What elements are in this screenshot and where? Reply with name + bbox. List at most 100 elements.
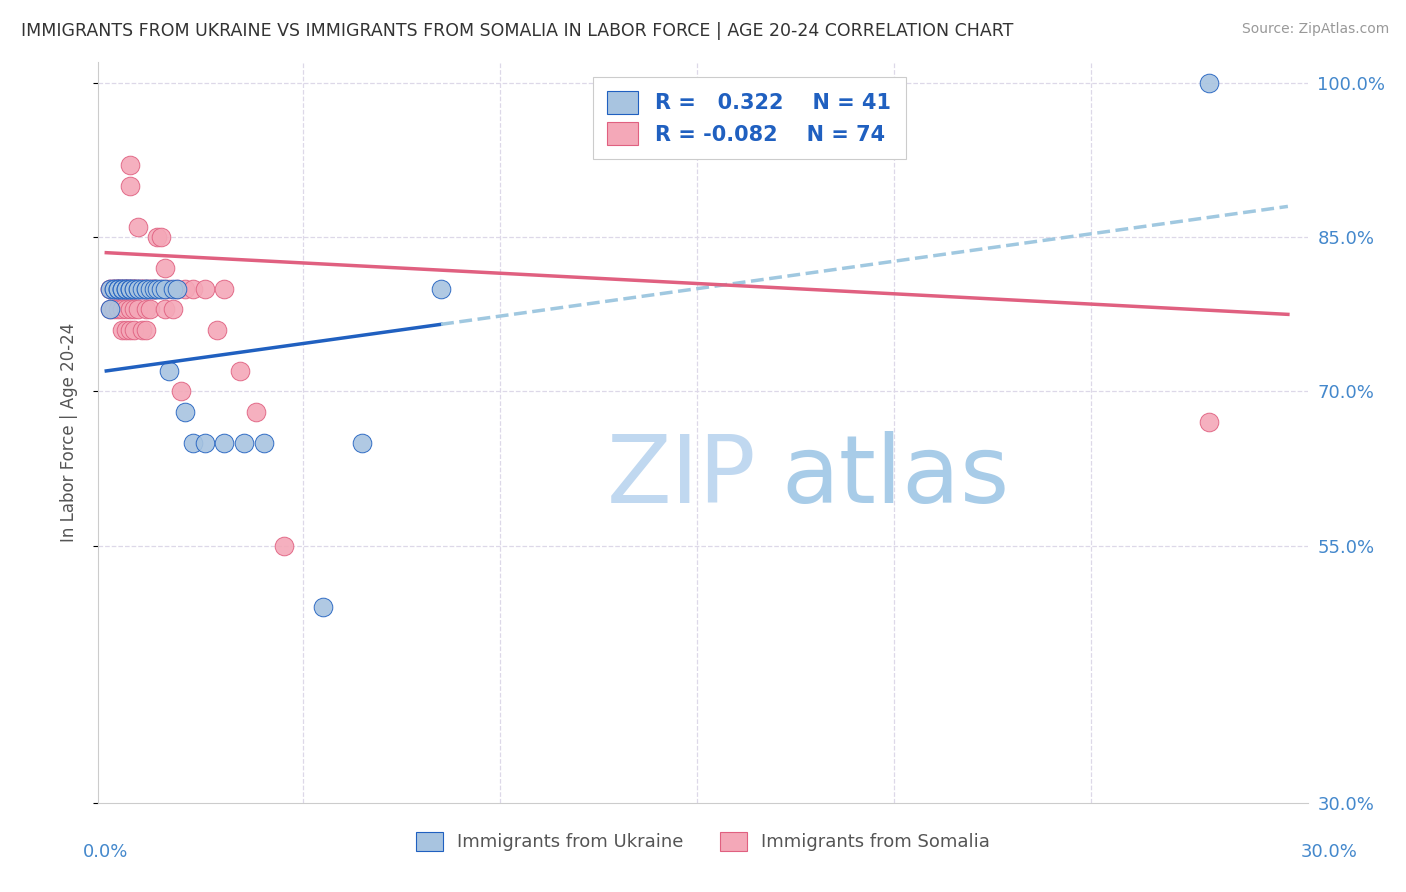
Point xyxy=(111,282,134,296)
Point xyxy=(107,282,129,296)
Point xyxy=(142,282,165,296)
Text: Source: ZipAtlas.com: Source: ZipAtlas.com xyxy=(1241,22,1389,37)
Point xyxy=(122,282,145,296)
Point xyxy=(103,282,125,296)
Point xyxy=(138,302,160,317)
Point xyxy=(150,282,173,296)
Text: 30.0%: 30.0% xyxy=(1301,843,1357,861)
Point xyxy=(122,282,145,296)
Point xyxy=(127,282,149,296)
Point xyxy=(103,282,125,296)
Point xyxy=(127,282,149,296)
Point xyxy=(122,282,145,296)
Point xyxy=(118,282,141,296)
Point xyxy=(111,323,134,337)
Point xyxy=(138,282,160,296)
Point xyxy=(107,282,129,296)
Point xyxy=(118,282,141,296)
Point xyxy=(107,282,129,296)
Point xyxy=(103,282,125,296)
Point xyxy=(127,282,149,296)
Y-axis label: In Labor Force | Age 20-24: In Labor Force | Age 20-24 xyxy=(59,323,77,542)
Point xyxy=(118,302,141,317)
Text: ZIP: ZIP xyxy=(606,431,756,523)
Point xyxy=(98,302,121,317)
Point xyxy=(135,282,157,296)
Point xyxy=(245,405,267,419)
Point xyxy=(107,282,129,296)
Legend: Immigrants from Ukraine, Immigrants from Somalia: Immigrants from Ukraine, Immigrants from… xyxy=(406,823,1000,861)
Point xyxy=(135,302,157,317)
Point xyxy=(122,323,145,337)
Point xyxy=(170,384,193,399)
Point xyxy=(98,282,121,296)
Point xyxy=(194,282,217,296)
Point xyxy=(1198,76,1220,90)
Point xyxy=(430,282,453,296)
Point xyxy=(131,282,153,296)
Point xyxy=(115,302,138,317)
Point xyxy=(118,282,141,296)
Point xyxy=(138,282,160,296)
Point xyxy=(157,364,180,378)
Point xyxy=(174,282,197,296)
Point xyxy=(312,600,335,615)
Point xyxy=(115,282,138,296)
Point xyxy=(111,282,134,296)
Point xyxy=(118,282,141,296)
Point xyxy=(122,282,145,296)
Point xyxy=(127,219,149,234)
Text: IMMIGRANTS FROM UKRAINE VS IMMIGRANTS FROM SOMALIA IN LABOR FORCE | AGE 20-24 CO: IMMIGRANTS FROM UKRAINE VS IMMIGRANTS FR… xyxy=(21,22,1014,40)
Point xyxy=(118,282,141,296)
Point xyxy=(111,282,134,296)
Point xyxy=(115,282,138,296)
Point xyxy=(194,436,217,450)
Point xyxy=(115,282,138,296)
Point xyxy=(111,282,134,296)
Point xyxy=(174,405,197,419)
Point xyxy=(155,261,177,276)
Point xyxy=(181,436,204,450)
Point xyxy=(131,323,153,337)
Point xyxy=(162,302,184,317)
Point xyxy=(118,178,141,193)
Point xyxy=(205,323,228,337)
Point xyxy=(157,282,180,296)
Point xyxy=(150,230,173,244)
Point xyxy=(352,436,374,450)
Point xyxy=(150,282,173,296)
Point xyxy=(111,282,134,296)
Point xyxy=(131,282,153,296)
Point xyxy=(103,282,125,296)
Point xyxy=(135,323,157,337)
Point xyxy=(135,282,157,296)
Point xyxy=(1198,415,1220,429)
Point xyxy=(127,302,149,317)
Point xyxy=(146,282,169,296)
Point xyxy=(107,282,129,296)
Text: 0.0%: 0.0% xyxy=(83,843,128,861)
Point xyxy=(122,302,145,317)
Point xyxy=(107,302,129,317)
Point xyxy=(103,282,125,296)
Point xyxy=(122,282,145,296)
Point xyxy=(98,282,121,296)
Point xyxy=(155,282,177,296)
Point xyxy=(146,230,169,244)
Point xyxy=(155,302,177,317)
Point xyxy=(253,436,276,450)
Point xyxy=(98,282,121,296)
Point xyxy=(115,282,138,296)
Point xyxy=(131,282,153,296)
Point xyxy=(111,282,134,296)
Point xyxy=(115,282,138,296)
Point xyxy=(155,282,177,296)
Point xyxy=(131,282,153,296)
Point xyxy=(111,302,134,317)
Point xyxy=(127,282,149,296)
Point xyxy=(138,282,160,296)
Point xyxy=(107,282,129,296)
Point xyxy=(214,436,236,450)
Point xyxy=(103,302,125,317)
Point xyxy=(115,282,138,296)
